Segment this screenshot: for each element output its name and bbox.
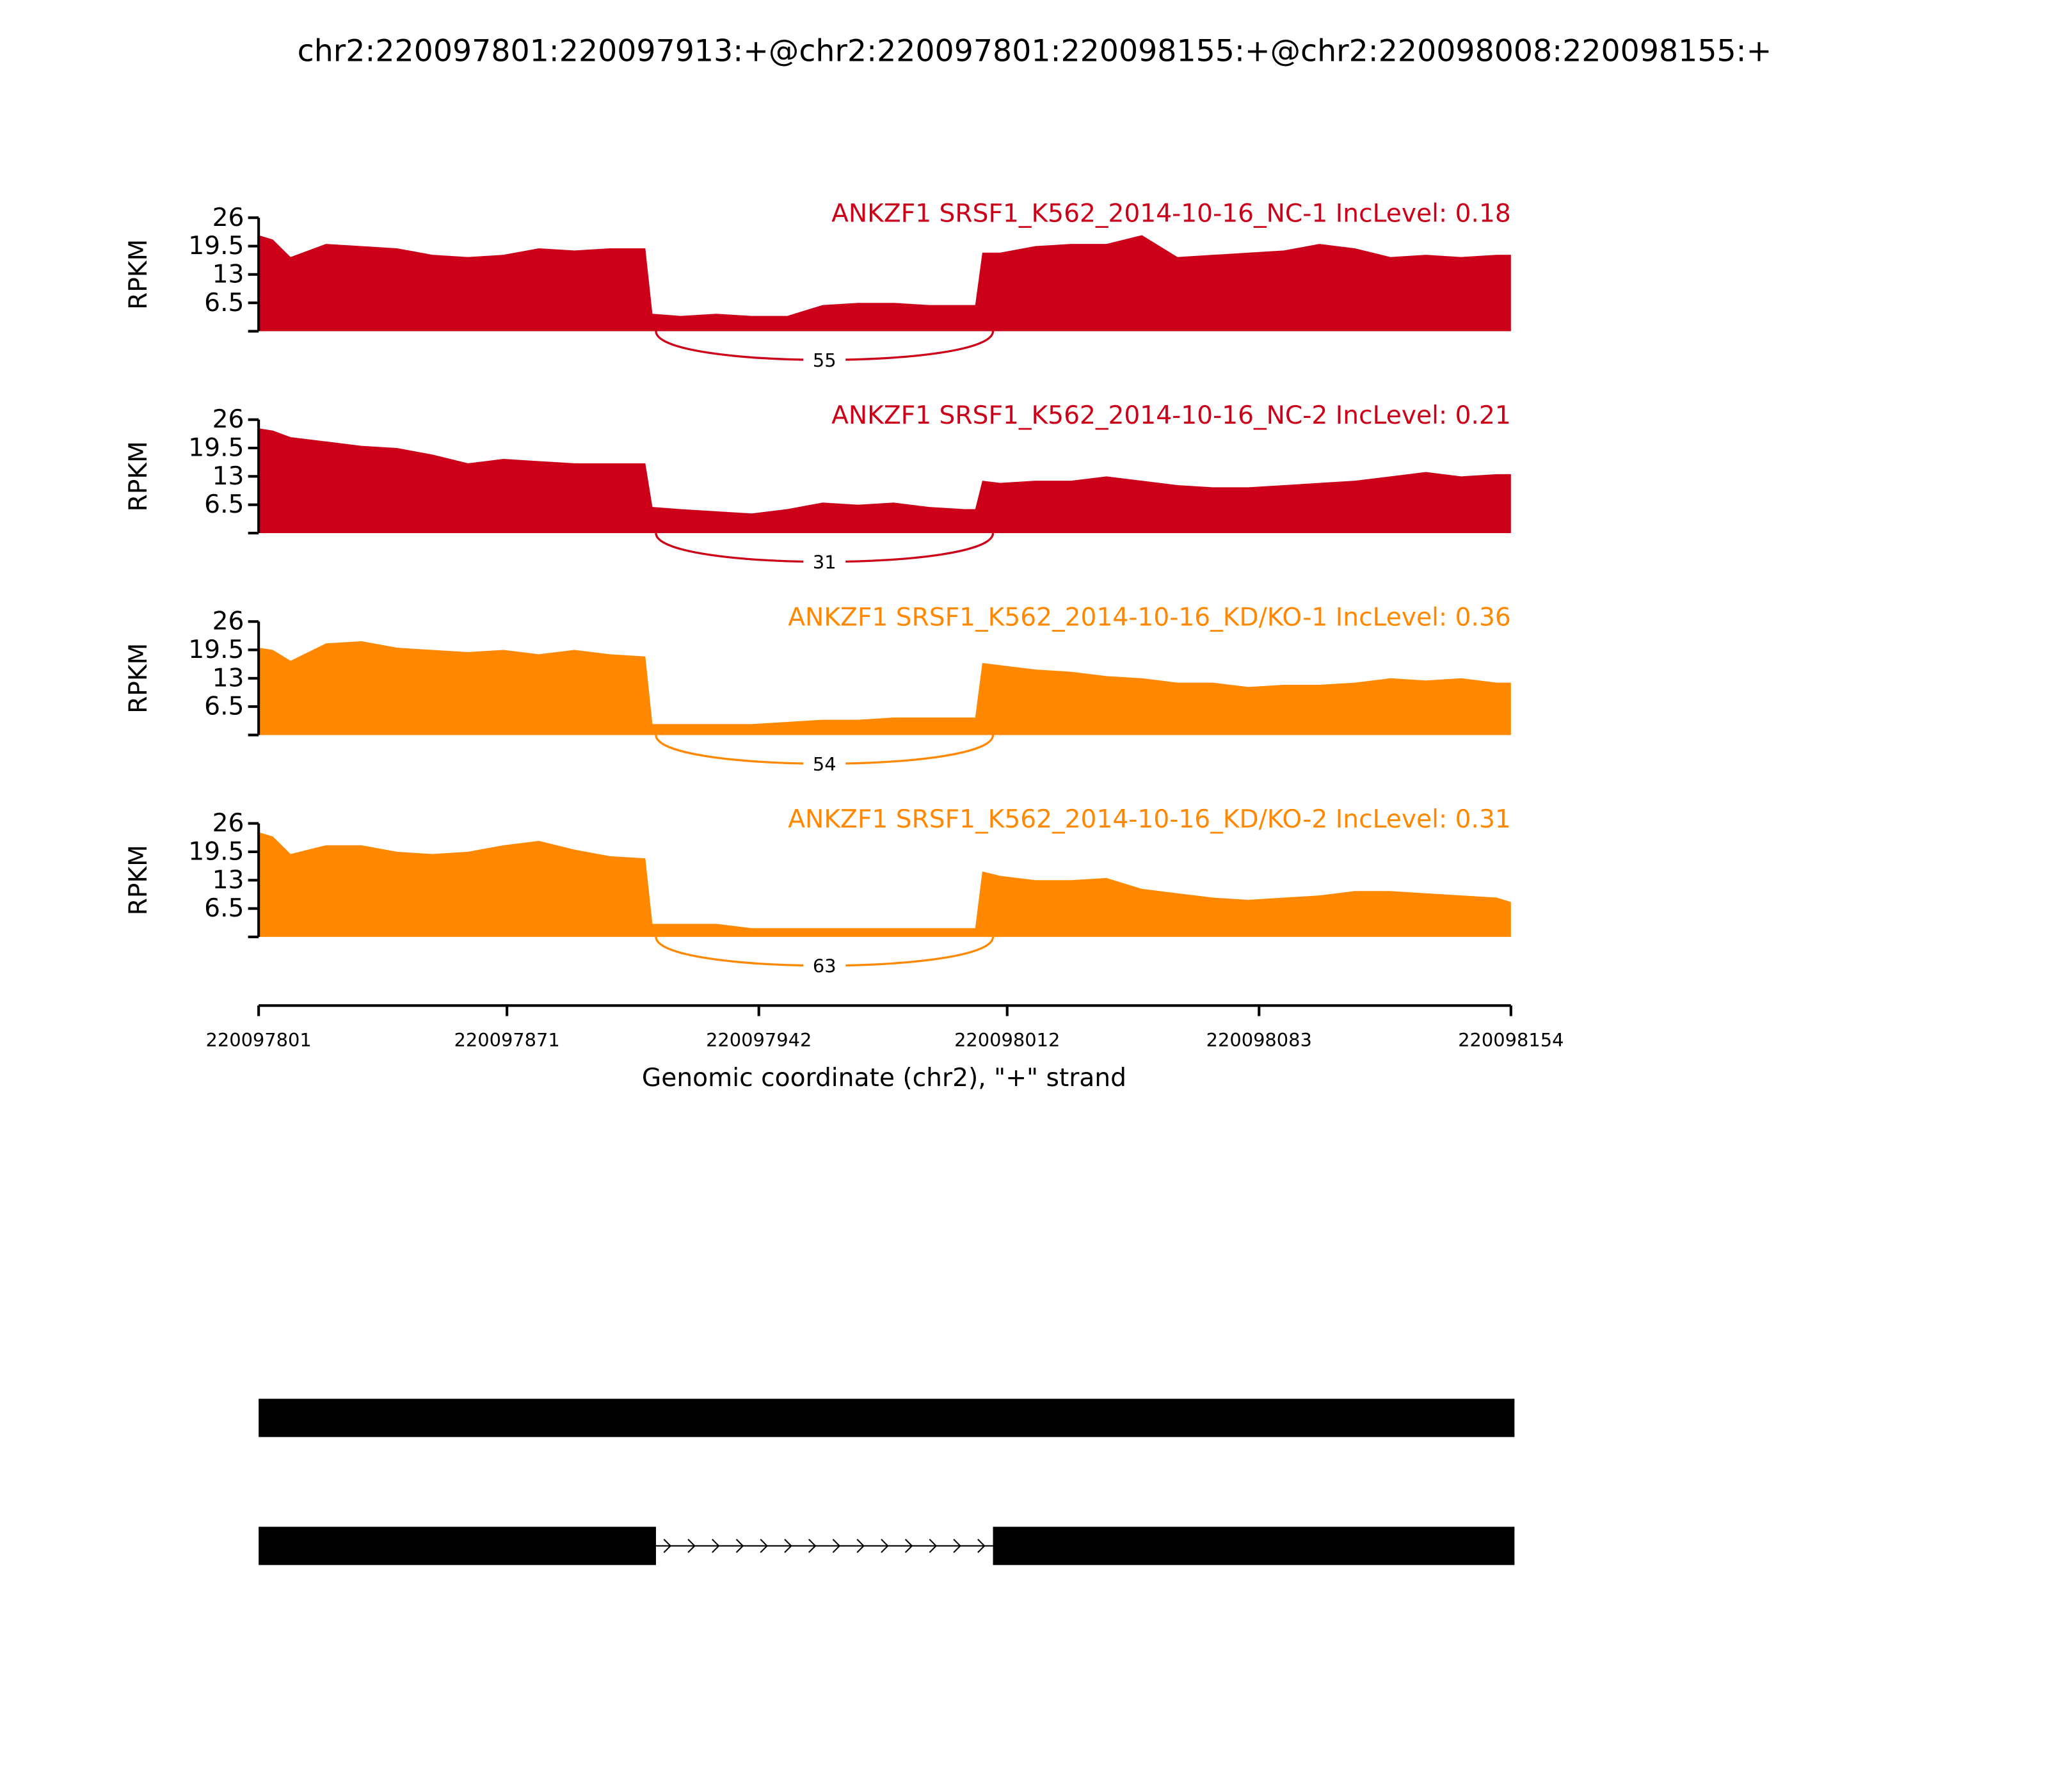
y-tick-label: 13	[212, 664, 244, 692]
junction-count: 63	[813, 955, 836, 977]
x-tick-label: 220097942	[706, 1029, 812, 1051]
y-tick-label: 13	[212, 462, 244, 491]
intron-arrow	[663, 1539, 672, 1553]
x-tick-label: 220098012	[954, 1029, 1060, 1051]
exon	[993, 1526, 1515, 1565]
y-axis-label: RPKM	[124, 239, 153, 310]
panel-label: ANKZF1 SRSF1_K562_2014-10-16_KD/KO-2 Inc…	[788, 805, 1511, 834]
intron-arrow	[977, 1539, 986, 1553]
x-axis-label: Genomic coordinate (chr2), "+" strand	[642, 1064, 1126, 1092]
x-tick-label: 220098083	[1206, 1029, 1312, 1051]
y-tick-label: 26	[212, 809, 244, 838]
intron-arrow	[735, 1539, 744, 1553]
y-tick-label: 19.5	[188, 434, 244, 463]
y-tick-label: 6.5	[204, 894, 244, 923]
intron-arrow	[929, 1539, 938, 1553]
coverage-area	[259, 235, 1511, 332]
junction-count: 31	[813, 551, 836, 573]
intron-arrow	[953, 1539, 961, 1553]
chart-title: chr2:220097801:220097913:+@chr2:22009780…	[298, 33, 1772, 68]
junction-count: 54	[813, 753, 836, 775]
y-tick-label: 26	[212, 204, 244, 232]
exon	[259, 1526, 656, 1565]
coverage-area	[259, 428, 1511, 533]
panel-label: ANKZF1 SRSF1_K562_2014-10-16_KD/KO-1 Inc…	[788, 604, 1511, 632]
y-tick-label: 13	[212, 260, 244, 289]
exon	[259, 1398, 1515, 1437]
intron-arrow	[832, 1539, 841, 1553]
y-tick-label: 6.5	[204, 289, 244, 317]
y-tick-label: 13	[212, 866, 244, 895]
panel-label: ANKZF1 SRSF1_K562_2014-10-16_NC-1 IncLev…	[831, 200, 1511, 228]
x-tick-label: 220098154	[1458, 1029, 1564, 1051]
junction-count: 55	[813, 349, 836, 371]
x-tick-label: 220097871	[454, 1029, 560, 1051]
intron-arrow	[808, 1539, 817, 1553]
y-tick-label: 19.5	[188, 232, 244, 260]
intron-arrow	[760, 1539, 769, 1553]
y-tick-label: 19.5	[188, 837, 244, 866]
intron-arrow	[784, 1539, 792, 1553]
y-axis-label: RPKM	[124, 441, 153, 511]
y-axis-label: RPKM	[124, 643, 153, 714]
junction-label-bg	[803, 752, 846, 776]
intron-arrow	[904, 1539, 913, 1553]
panel-label: ANKZF1 SRSF1_K562_2014-10-16_NC-2 IncLev…	[831, 401, 1511, 430]
y-tick-label: 6.5	[204, 692, 244, 721]
junction-label-bg	[803, 348, 846, 372]
y-tick-label: 19.5	[188, 636, 244, 664]
intron-arrow	[712, 1539, 720, 1553]
intron-arrow	[881, 1539, 889, 1553]
y-tick-label: 26	[212, 607, 244, 636]
x-tick-label: 220097801	[205, 1029, 311, 1051]
coverage-area	[259, 641, 1511, 735]
coverage-area	[259, 832, 1511, 937]
y-tick-label: 6.5	[204, 490, 244, 519]
y-axis-label: RPKM	[124, 845, 153, 915]
y-tick-label: 26	[212, 405, 244, 434]
intron-arrow	[856, 1539, 865, 1553]
junction-label-bg	[803, 550, 846, 574]
intron-arrow	[687, 1539, 696, 1553]
junction-label-bg	[803, 954, 846, 978]
